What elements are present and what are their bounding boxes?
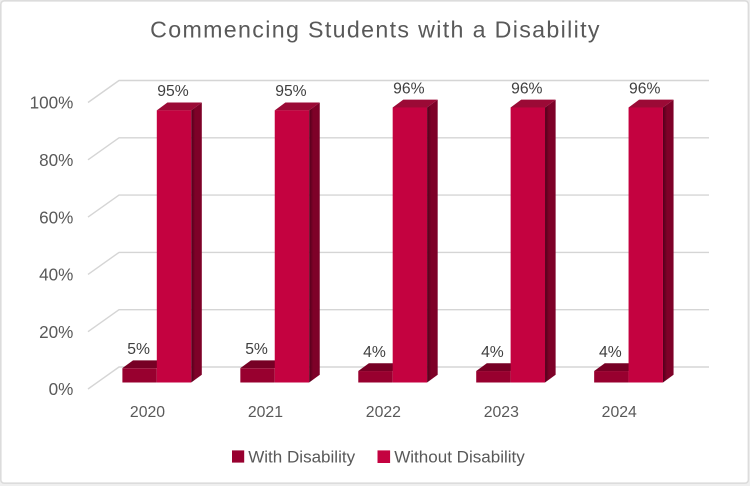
svg-text:96%: 96% [511, 80, 542, 97]
svg-text:2020: 2020 [130, 404, 165, 421]
svg-text:96%: 96% [393, 80, 424, 97]
svg-text:95%: 95% [157, 83, 188, 100]
svg-text:95%: 95% [275, 83, 306, 100]
svg-text:4%: 4% [599, 344, 622, 361]
svg-text:Without Disability: Without Disability [394, 448, 525, 467]
svg-text:60%: 60% [39, 208, 73, 227]
svg-text:2024: 2024 [602, 404, 637, 421]
svg-text:With Disability: With Disability [248, 448, 355, 467]
svg-text:5%: 5% [245, 341, 268, 358]
svg-text:2023: 2023 [484, 404, 519, 421]
svg-text:Commencing Students with a Dis: Commencing Students with a Disability [150, 16, 601, 42]
svg-text:20%: 20% [39, 323, 73, 342]
svg-text:100%: 100% [30, 94, 74, 113]
svg-text:80%: 80% [39, 151, 73, 170]
svg-text:4%: 4% [363, 344, 386, 361]
svg-text:5%: 5% [127, 341, 150, 358]
svg-text:0%: 0% [49, 380, 74, 399]
svg-text:4%: 4% [481, 344, 504, 361]
svg-text:2022: 2022 [366, 404, 401, 421]
svg-text:40%: 40% [39, 266, 73, 285]
svg-text:2021: 2021 [248, 404, 283, 421]
svg-text:96%: 96% [629, 80, 660, 97]
